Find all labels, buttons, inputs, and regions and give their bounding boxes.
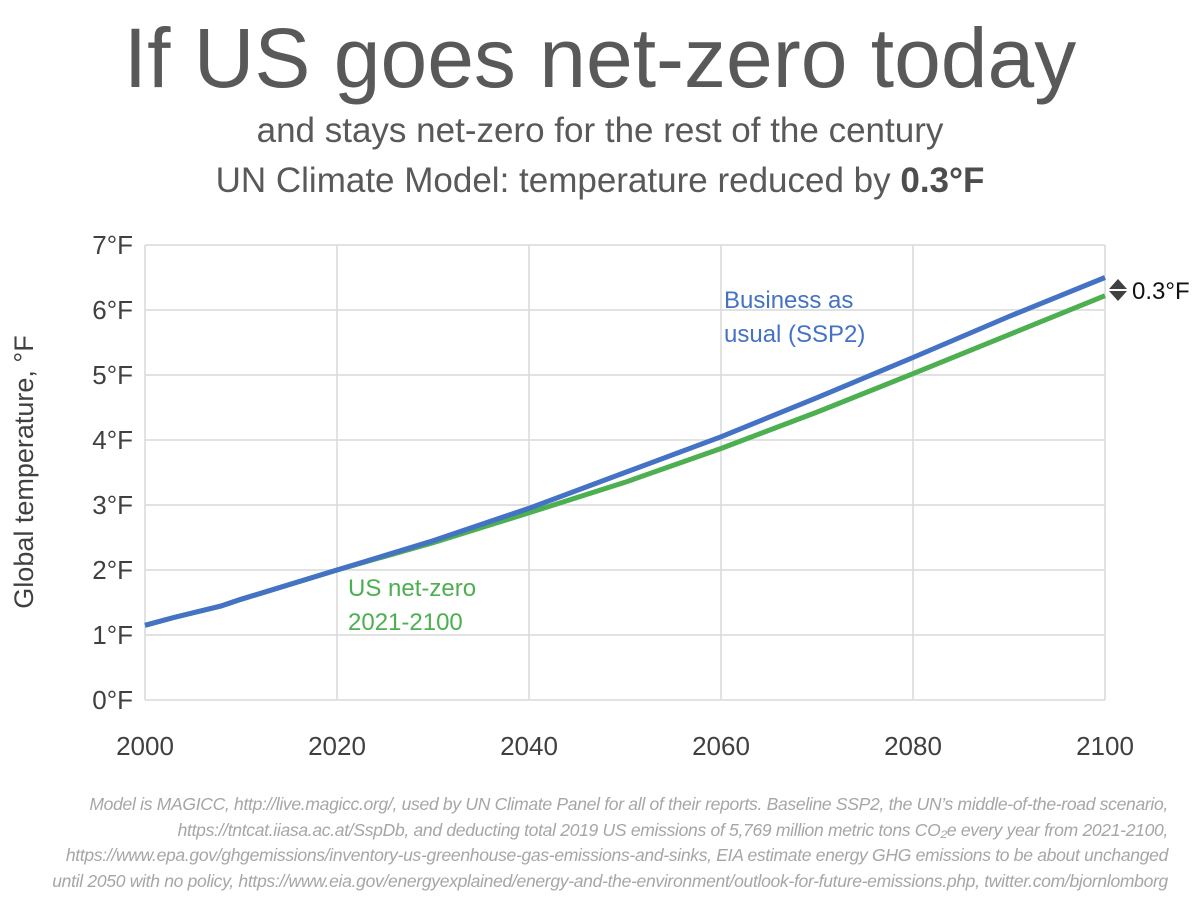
y-tick-label: 6°F [92,295,133,325]
y-tick-label: 2°F [92,555,133,585]
difference-annotation: 0.3°F [1132,278,1190,305]
series-line-netzero [144,293,1106,628]
y-tick-label: 4°F [92,425,133,455]
series-label-line: 2021-2100 [348,609,463,636]
axis-ticks: 0°F 1°F 2°F 3°F 4°F 5°F 6°F 7°F 2000 2020 2040 2060… [92,230,1134,761]
subtitle-bold-value: 0.3°F [900,161,985,200]
y-tick-label: 7°F [92,230,133,260]
series-label-line: usual (SSP2) [724,321,865,348]
x-tick-label: 2020 [308,731,366,761]
series-label-line: Business as [724,287,853,314]
x-tick-label: 2060 [692,731,750,761]
series-label-bau: Business as usual (SSP2) [724,287,865,348]
x-tick-label: 2080 [884,731,942,761]
up-down-arrow-icon [1109,279,1127,301]
series-lines [144,275,1106,628]
chart-title: If US goes net-zero today [123,11,1077,105]
y-tick-label: 1°F [92,620,133,650]
x-tick-label: 2100 [1076,731,1134,761]
y-tick-label: 3°F [92,490,133,520]
series-label-netzero: US net-zero 2021-2100 [348,575,483,636]
series-label-line: US net-zero [348,575,476,602]
y-tick-label: 0°F [92,685,133,715]
line-chart: 0°F 1°F 2°F 3°F 4°F 5°F 6°F 7°F 2000 2020 2040 2060… [9,230,1190,761]
x-tick-label: 2000 [116,731,174,761]
source-footnote: Model is MAGICC, http://live.magicc.org/… [52,794,1168,891]
y-axis-label: Global temperature, °F [9,335,39,608]
grid [144,244,1106,701]
chart-subtitle: and stays net-zero for the rest of the c… [256,111,944,150]
subtitle-text: UN Climate Model: temperature reduced by [215,161,901,200]
x-tick-label: 2040 [500,731,558,761]
y-tick-label: 5°F [92,360,133,390]
series-line-bau [144,275,1106,628]
chart-subtitle-2: UN Climate Model: temperature reduced by… [0,160,1200,202]
